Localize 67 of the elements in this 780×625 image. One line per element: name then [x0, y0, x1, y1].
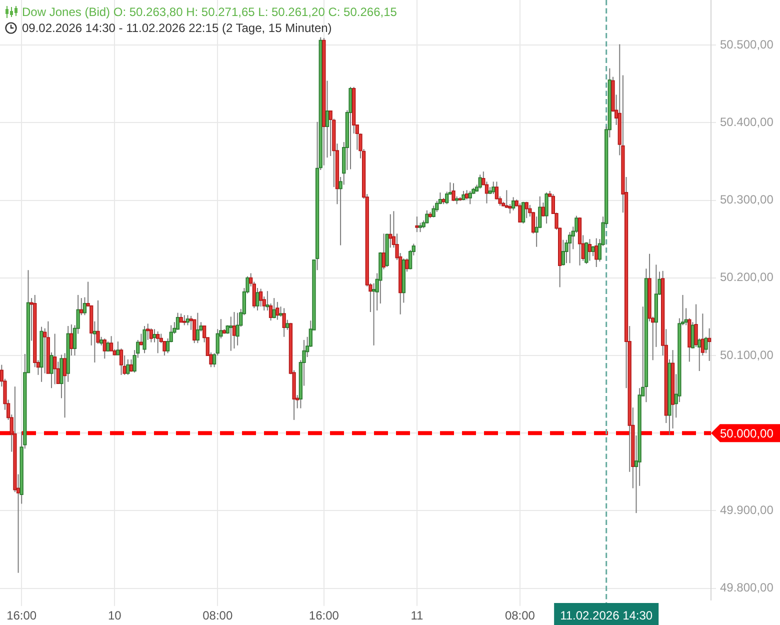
candlestick [286, 319, 290, 330]
candlestick [468, 190, 472, 205]
candlestick [196, 312, 200, 344]
y-tick-label: 49.800,00 [720, 580, 774, 595]
candlestick [116, 341, 120, 356]
candlestick [109, 336, 114, 352]
y-tick-label: 49.900,00 [720, 503, 774, 518]
candlestick [432, 205, 436, 218]
candlestick [544, 192, 548, 224]
candlestick [388, 214, 392, 248]
candlestick [229, 316, 233, 352]
candlestick [484, 181, 489, 204]
x-tick-label: 11 [410, 608, 424, 623]
chart-title: Dow Jones (Bid) O: 50.263,80 H: 50.271,65 L: 50.261,20 C: 50.266,15 [22, 5, 397, 19]
candlestick [149, 328, 153, 343]
candlestick [80, 298, 84, 316]
candlestick [415, 216, 419, 233]
y-tick-label: 50.300,00 [720, 192, 774, 207]
text: 09.02.2026 14:30 - 11.02.2026 22:15 (2 Tage, 15 Minuten) [22, 21, 332, 35]
candlestick [524, 201, 528, 219]
candlestick [521, 201, 526, 224]
candlestick [278, 306, 283, 318]
candlestick [372, 282, 376, 346]
x-tick-label: 08:00 [504, 608, 536, 623]
candlestick [478, 174, 482, 190]
candlestick [708, 328, 712, 362]
candlestick [236, 312, 240, 346]
candlestick [156, 330, 160, 354]
x-tick-label: 10 [108, 608, 122, 623]
candlestick [591, 246, 595, 257]
candlestick [325, 80, 330, 158]
x-tick-label: 08:00 [202, 608, 233, 623]
y-tick-label: 50.500,00 [720, 37, 774, 52]
y-tick-label: 50.400,00 [720, 114, 774, 129]
candlestick [518, 202, 522, 222]
candlestick [186, 314, 190, 326]
candlestick [452, 182, 456, 202]
y-tick-label: 50.100,00 [720, 348, 774, 362]
candlestick [405, 258, 409, 272]
ref-line-label: 50.000,00 [720, 426, 774, 440]
candlestick [425, 210, 429, 224]
candlestick [462, 190, 466, 201]
candlestick [176, 312, 180, 330]
candlestick [126, 358, 130, 376]
candlestick [152, 328, 156, 343]
x-tick-label: 11.02.2026 14:30 [560, 608, 653, 623]
candlestick [92, 320, 97, 363]
x-tick-label: 16:00 [308, 608, 340, 623]
candlestick [52, 333, 57, 385]
candlestick [276, 301, 280, 320]
candlestick [561, 239, 565, 266]
candlestick [119, 348, 124, 376]
candlestick [182, 314, 186, 326]
candlestick [282, 308, 286, 338]
candlestick [594, 238, 598, 268]
candlestick [511, 196, 516, 211]
candlestick [272, 298, 276, 319]
candlestick [492, 181, 496, 195]
candlestick [82, 296, 87, 316]
y-tick-label: 50.200,00 [720, 270, 774, 284]
candlestick [142, 326, 146, 354]
candlestick [258, 288, 263, 308]
candlestick [256, 287, 260, 311]
candlestick [70, 324, 74, 356]
x-tick-label: 16:00 [6, 608, 37, 623]
candlestick [418, 222, 422, 233]
candlestick [464, 190, 469, 200]
